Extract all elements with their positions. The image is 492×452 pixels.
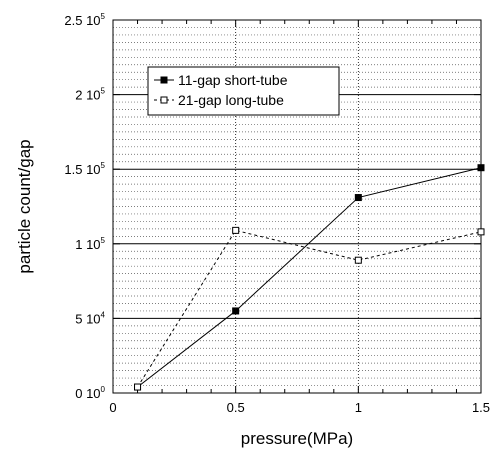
x-tick-label: 0.5 bbox=[227, 400, 245, 415]
legend-box bbox=[147, 66, 340, 116]
legend-marker bbox=[160, 76, 168, 84]
plot-frame bbox=[112, 19, 482, 394]
legend-item-1: 11-gap short-tube bbox=[154, 72, 288, 88]
series-1 bbox=[134, 164, 485, 391]
legend-item-2: 21-gap long-tube bbox=[154, 92, 284, 108]
data-point bbox=[477, 164, 485, 172]
y-tick-label: 1 105 bbox=[75, 236, 105, 252]
x-axis-title: pressure(MPa) bbox=[241, 429, 353, 448]
data-point bbox=[232, 226, 240, 234]
y-tick-label: 5 104 bbox=[75, 310, 105, 326]
x-tick-label: 1.5 bbox=[472, 400, 490, 415]
legend-label: 21-gap long-tube bbox=[178, 92, 284, 108]
legend: 11-gap short-tube 21-gap long-tube bbox=[147, 66, 340, 116]
tick-labels: 0 0.5 1 1.5 0 100 5 104 1 105 1.5 105 2 105 2.5 1… bbox=[64, 12, 490, 415]
legend-label: 11-gap short-tube bbox=[178, 72, 288, 88]
data-point bbox=[232, 307, 240, 315]
y-tick-label: 2.5 105 bbox=[64, 12, 105, 28]
series-layer bbox=[134, 164, 485, 391]
legend-marker bbox=[160, 96, 168, 104]
data-point bbox=[354, 194, 362, 202]
legend-items: 11-gap short-tube 21-gap long-tube bbox=[154, 72, 288, 108]
data-point bbox=[354, 256, 362, 264]
series-line bbox=[137, 229, 482, 388]
y-tick-label: 1.5 105 bbox=[64, 161, 105, 177]
x-tick-label: 0 bbox=[109, 400, 116, 415]
series-2 bbox=[134, 226, 485, 391]
series-line bbox=[137, 167, 482, 388]
y-tick-label: 0 100 bbox=[75, 385, 105, 401]
data-point bbox=[134, 383, 142, 391]
x-tick-label: 1 bbox=[355, 400, 362, 415]
y-axis-title: particle count/gap bbox=[15, 139, 34, 273]
y-tick-label: 2 105 bbox=[75, 87, 105, 103]
data-point bbox=[477, 228, 485, 236]
